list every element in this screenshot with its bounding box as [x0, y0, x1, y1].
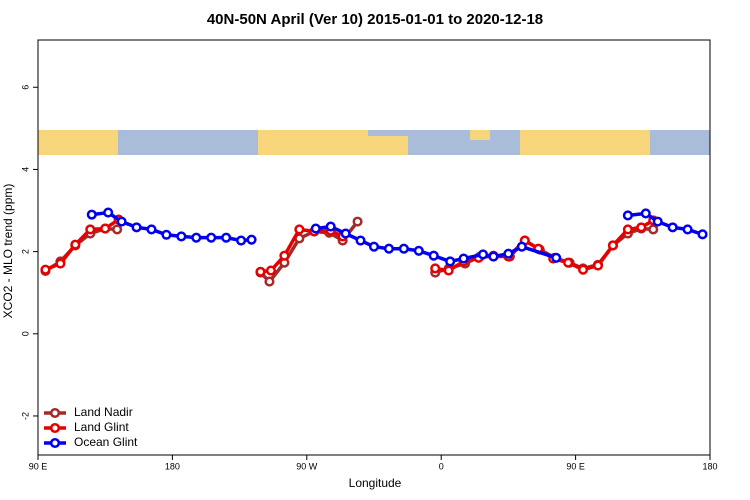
- data-point: [86, 209, 97, 220]
- y-tick-label: 2: [20, 249, 30, 254]
- data-point: [294, 224, 305, 235]
- data-point: [100, 223, 111, 234]
- data-point: [516, 241, 527, 252]
- plot-frame: [37, 39, 711, 456]
- data-point: [161, 229, 172, 240]
- data-point: [206, 232, 217, 243]
- data-point: [682, 224, 693, 235]
- data-point: [279, 250, 290, 261]
- data-point: [146, 224, 157, 235]
- y-tick-label: -2: [20, 412, 30, 420]
- data-point: [85, 224, 96, 235]
- data-point: [55, 258, 66, 269]
- data-point: [551, 252, 562, 263]
- data-point: [264, 276, 275, 287]
- data-point: [236, 235, 247, 246]
- data-point: [648, 224, 659, 235]
- data-point: [265, 265, 277, 276]
- data-point: [176, 231, 187, 242]
- data-point: [445, 256, 456, 267]
- data-point: [368, 241, 380, 252]
- data-point: [340, 228, 351, 239]
- data-point: [112, 224, 123, 235]
- data-point: [697, 229, 708, 240]
- x-tick-label: 90 W: [296, 461, 318, 471]
- y-tick-label: 0: [20, 331, 30, 336]
- legend-marker: [49, 437, 61, 449]
- data-point: [636, 222, 647, 233]
- legend-marker: [49, 422, 61, 434]
- data-point: [383, 243, 394, 254]
- x-tick-label: 90 E: [566, 461, 585, 471]
- x-tick-label: 90 E: [29, 461, 48, 471]
- data-point: [310, 223, 321, 234]
- data-point: [355, 235, 366, 246]
- data-point: [40, 264, 51, 275]
- data-point: [255, 266, 266, 277]
- data-point: [246, 234, 257, 245]
- data-point: [563, 257, 574, 268]
- data-point: [116, 216, 127, 227]
- data-point: [652, 216, 663, 227]
- data-point: [640, 208, 651, 219]
- data-point: [578, 264, 589, 275]
- legend-label: Ocean Glint: [74, 435, 138, 449]
- data-point: [70, 239, 81, 250]
- data-point: [503, 248, 514, 259]
- legend-marker: [49, 407, 61, 419]
- legend-label: Land Glint: [74, 420, 129, 434]
- data-point: [103, 207, 114, 218]
- legend-label: Land Nadir: [74, 405, 133, 419]
- x-axis-label: Longitude: [349, 476, 402, 490]
- data-point: [428, 250, 439, 261]
- data-point: [592, 260, 604, 271]
- data-point: [221, 232, 232, 243]
- x-tick-label: 180: [702, 461, 717, 471]
- y-tick-label: 6: [20, 85, 30, 90]
- data-point: [191, 232, 202, 243]
- data-point: [477, 249, 489, 260]
- data-point: [458, 253, 469, 264]
- data-point: [430, 263, 441, 274]
- data-point: [352, 216, 363, 227]
- data-point: [607, 240, 618, 251]
- x-tick-label: 0: [439, 461, 444, 471]
- data-point: [398, 243, 409, 254]
- data-point: [667, 222, 678, 233]
- chart-title: 40N-50N April (Ver 10) 2015-01-01 to 202…: [207, 11, 543, 28]
- data-point: [488, 251, 499, 262]
- data-point: [622, 224, 633, 235]
- data-point: [413, 245, 424, 256]
- map-strip: [38, 130, 710, 155]
- data-point: [443, 265, 454, 276]
- data-point: [131, 222, 142, 233]
- y-tick-label: 4: [20, 167, 30, 172]
- data-point: [622, 210, 633, 221]
- data-point: [325, 221, 336, 232]
- x-tick-label: 180: [165, 461, 180, 471]
- y-axis-label: XCO2 - MLO trend (ppm): [1, 184, 15, 319]
